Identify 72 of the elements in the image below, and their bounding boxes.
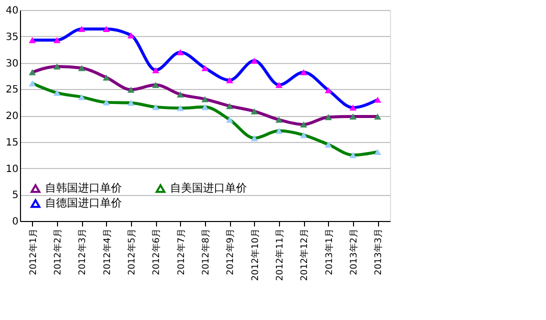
point [127,100,135,106]
x-tick-label: 2012年9月 [225,228,236,276]
point [28,37,36,44]
x-tick-label: 2012年10月 [250,228,261,281]
point [78,26,86,32]
point [250,135,258,142]
point [102,26,110,32]
y-tick-label: 20 [6,111,18,122]
point [152,67,160,74]
point [300,121,308,128]
y-tick-label: 10 [6,164,18,175]
x-tick-label: 2012年2月 [52,228,64,276]
point [78,94,86,100]
x-tick-label: 2012年12月 [299,228,310,281]
point [300,69,308,76]
point [250,58,258,64]
x-tick-label: 2012年7月 [176,228,187,276]
point [349,104,357,111]
legend-label: 自韩国进口单价 [45,182,122,195]
point [201,96,209,102]
point [176,105,184,112]
point [324,87,332,94]
y-tick-label: 0 [12,216,18,228]
y-tick-label: 15 [6,137,18,148]
point [275,128,283,134]
point [324,141,332,148]
x-tick-label: 2012年4月 [102,228,113,276]
point [226,77,234,84]
point [127,86,135,93]
legend-label: 自美国进口单价 [170,182,247,195]
x-tick-label: 2013年2月 [348,228,360,276]
point [374,96,382,103]
point [53,90,61,96]
point [176,91,184,98]
point [226,116,234,123]
point [226,102,234,110]
point [152,104,160,110]
point [250,108,258,114]
point [201,64,209,72]
y-tick-label: 25 [6,84,18,96]
x-tick-label: 2012年5月 [126,228,138,276]
point [374,113,382,120]
x-tick-label: 2012年11月 [274,228,286,281]
point [102,99,110,106]
point [53,63,61,70]
y-tick-label: 30 [6,58,18,70]
point [324,114,332,120]
x-tick-label: 2013年1月 [324,228,335,276]
y-tick-label: 40 [6,6,18,16]
point [152,82,160,88]
point [53,37,61,44]
point [28,80,36,86]
point [275,116,283,123]
point [102,74,110,81]
x-tick-label: 2012年8月 [200,228,212,276]
y-tick-label: 5 [12,190,18,202]
point [300,132,308,138]
point [374,148,382,155]
legend-label: 自德国进口单价 [45,196,122,210]
point [349,113,357,120]
point [78,64,86,72]
point [201,104,209,110]
point [127,32,135,38]
x-tick-label: 2013年3月 [373,228,384,276]
x-tick-label: 2012年3月 [77,228,88,276]
x-tick-label: 2012年1月 [28,228,39,276]
x-tick-label: 2012年6月 [151,228,162,276]
point [28,69,36,76]
point [176,49,184,56]
point [275,82,283,88]
y-tick-label: 35 [6,32,18,43]
point [349,152,357,158]
